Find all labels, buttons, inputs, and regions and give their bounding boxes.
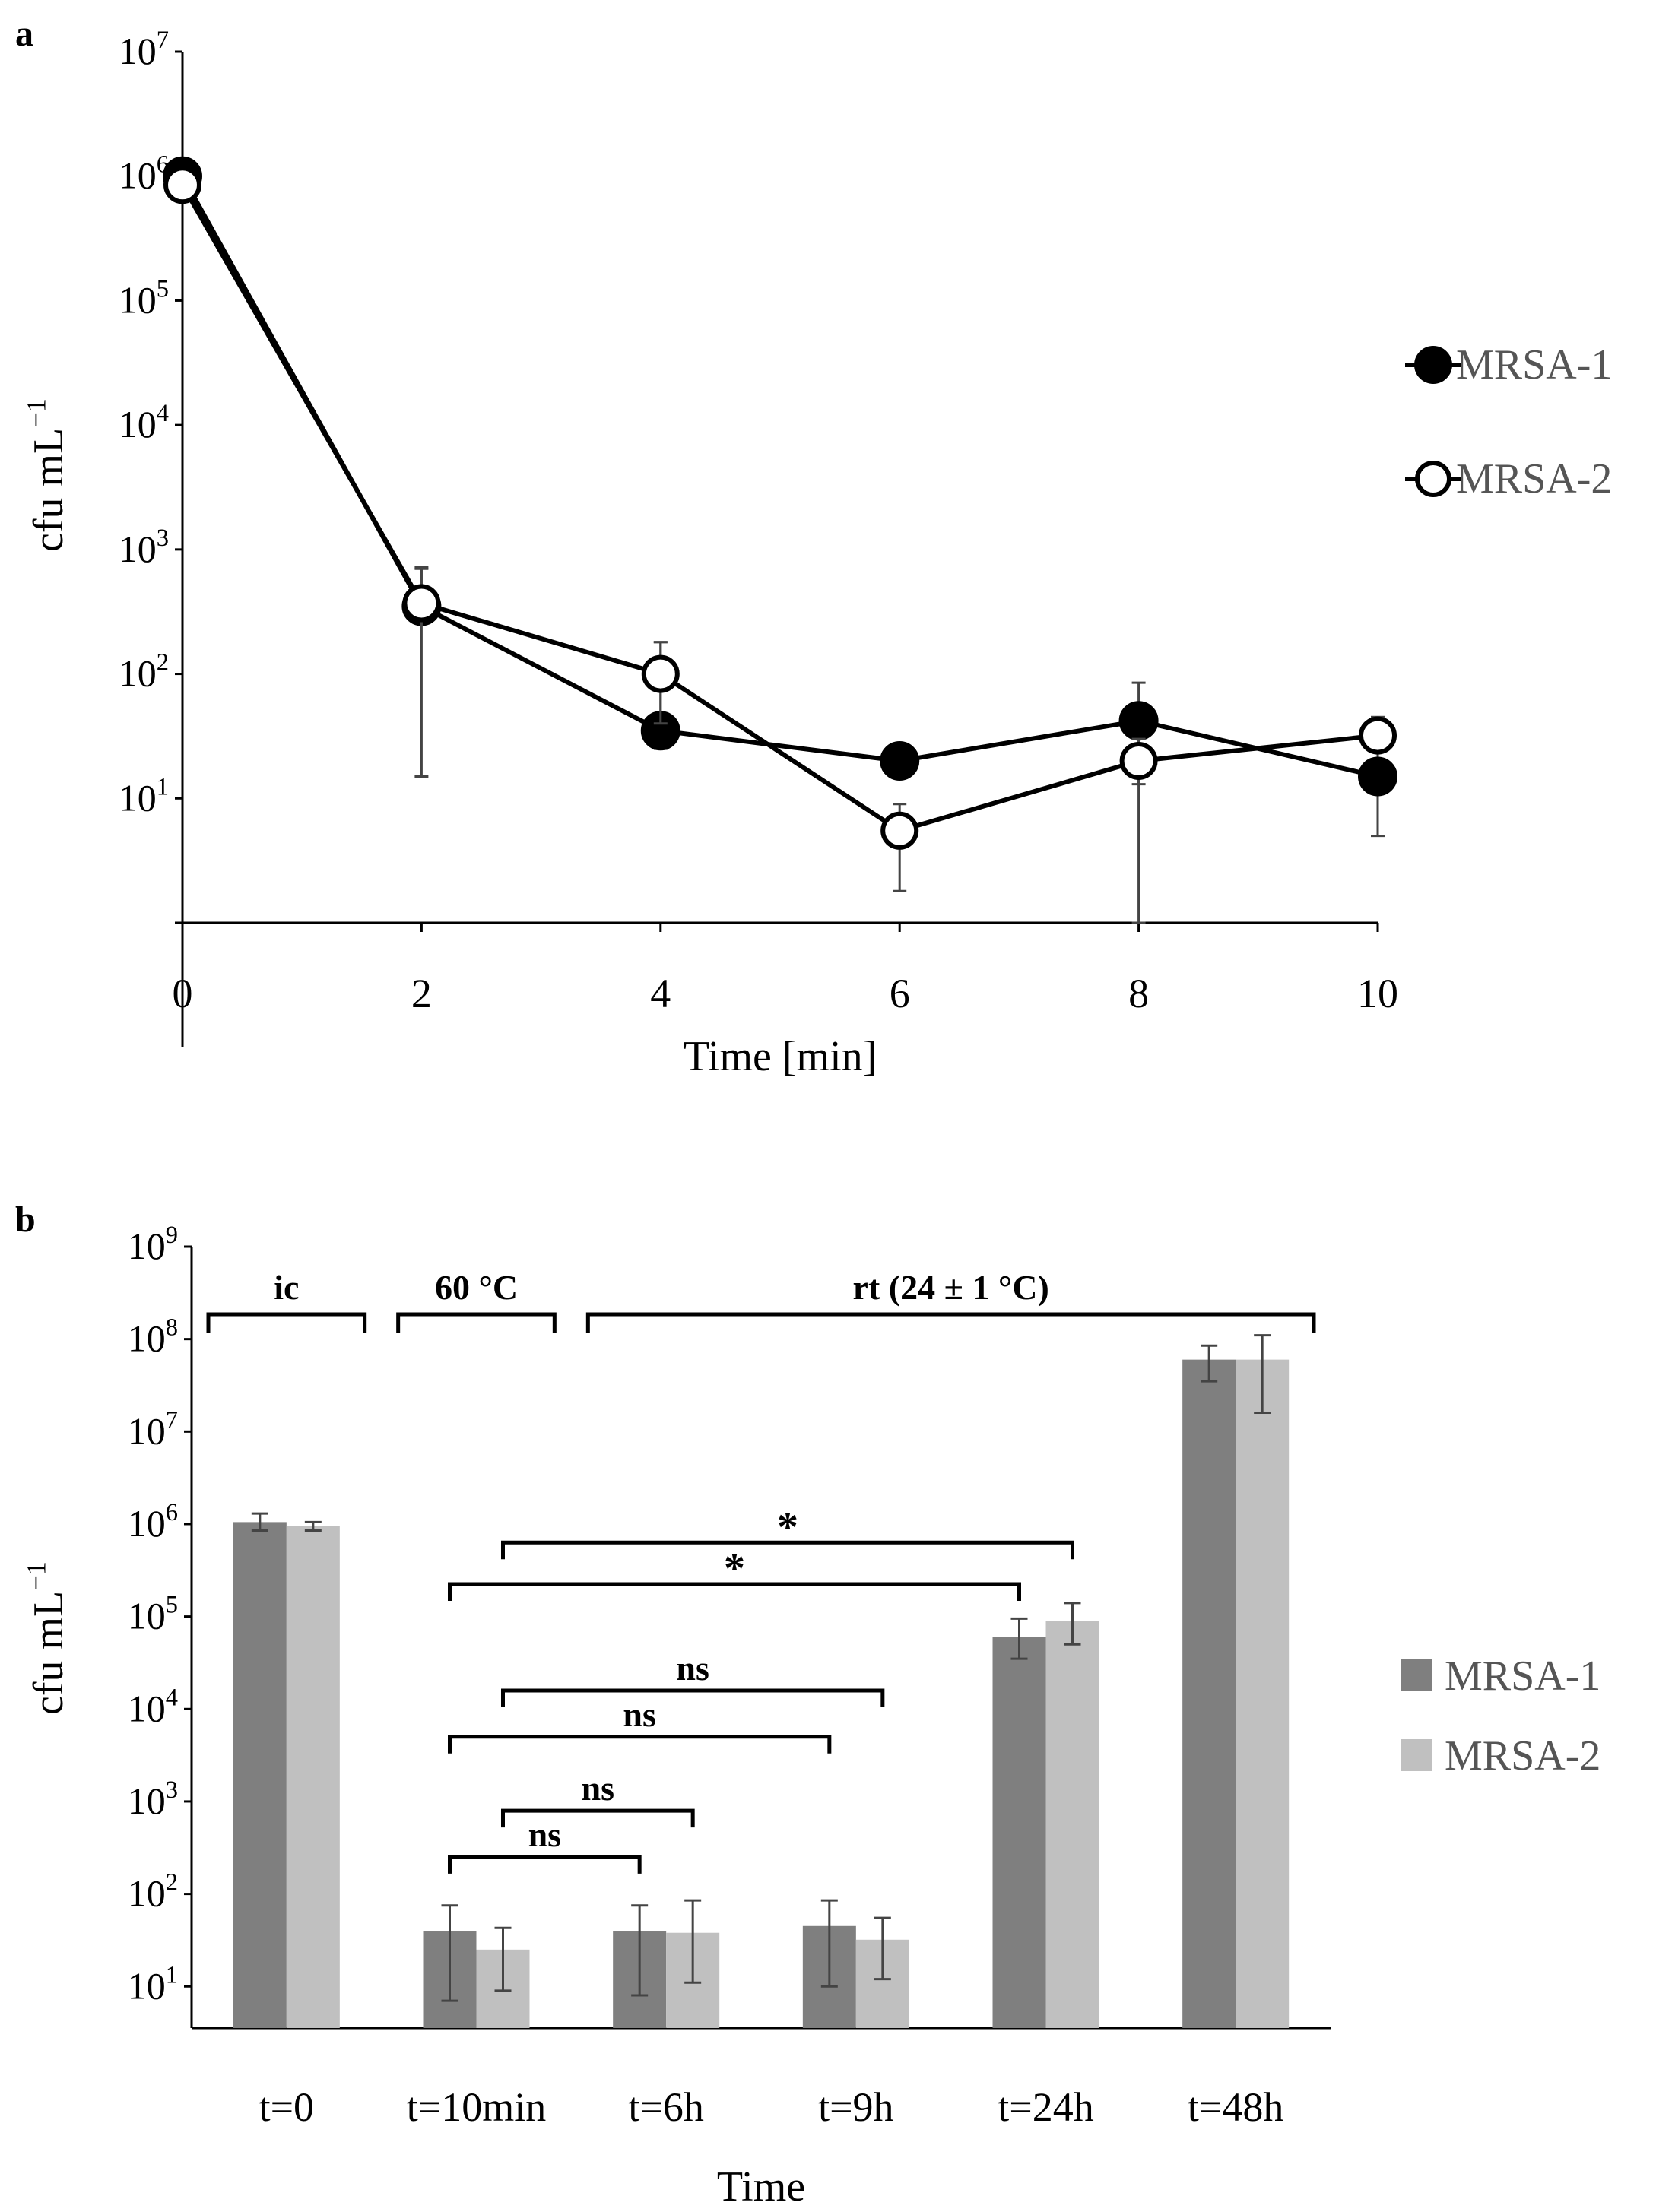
x-tick-label: t=0 [259,2084,314,2130]
bar [1182,1359,1236,2028]
y-tick-label: 104 [119,400,169,445]
bracket-line [585,1312,1316,1333]
significance-bracket: ns [501,1769,695,1828]
y-tick-label: 107 [128,1406,178,1452]
data-point [402,584,441,623]
y-tick-label: 103 [119,524,169,570]
significance-label: ns [528,1815,561,1854]
panel-b-label: b [15,1199,36,1240]
y-tick-label: 106 [119,151,169,197]
x-tick-label: t=10min [407,2084,546,2130]
significance-line [501,1688,885,1707]
x-axis-title: Time [min] [684,1033,877,1080]
bar [1045,1621,1099,2028]
y-tick-label: 105 [128,1592,178,1637]
series-mrsa-1 [163,156,1397,838]
bracket-line [396,1312,557,1333]
series-mrsa-2 [286,1334,1290,2028]
data-point [641,654,680,693]
significance-bracket: ns [448,1815,642,1874]
significance-bracket: * [448,1545,1021,1602]
data-point [1118,701,1159,741]
panel-b-bar-chart: b 101 102 103 104 105 106 107 108 109 t=0 t=10min t… [15,1199,1600,2210]
bracket-label: ic [274,1268,299,1307]
bar [286,1526,340,2028]
legend-marker [1415,461,1451,497]
x-tick-label: 8 [1128,971,1149,1016]
y-tick-label: 105 [119,275,169,321]
y-tick-label: 107 [119,27,169,72]
data-point [163,166,201,204]
data-point [1119,742,1158,781]
x-tick-label: 0 [173,971,193,1016]
panel-a-label: a [15,14,33,54]
legend-swatch [1401,1739,1432,1771]
series-mrsa-2 [163,166,1397,924]
x-tick-label: 6 [890,971,910,1016]
bar [1236,1359,1290,2028]
significance-bracket: * [501,1504,1074,1560]
y-tick-label: 101 [128,1961,178,2007]
condition-bracket: ic [206,1268,367,1333]
bracket-line [206,1312,367,1333]
significance-bracket: ns [501,1649,885,1707]
bar [992,1637,1046,2028]
data-point [1358,756,1397,797]
x-tick-label: t=6h [628,2084,703,2130]
condition-bracket: 60 °C [396,1268,557,1333]
legend-label: MRSA-1 [1456,341,1612,388]
significance-bracket: ns [448,1695,832,1754]
x-axis-title: Time [717,2163,805,2210]
bracket-label: rt (24 ± 1 °C) [853,1268,1049,1307]
significance-line [448,1582,1021,1602]
data-point [880,741,920,781]
legend-label: MRSA-2 [1445,1732,1600,1779]
bar [233,1522,287,2028]
y-tick-label: 106 [128,1499,178,1545]
y-tick-label: 103 [128,1776,178,1822]
x-tick-label: t=24h [998,2084,1093,2130]
legend-label: MRSA-2 [1456,455,1612,502]
series-line [180,183,1378,834]
x-tick-label: 2 [411,971,432,1016]
data-point [880,811,919,850]
legend-swatch [1401,1659,1432,1691]
panel-a-line-chart: a 101 102 103 104 105 106 107 0 2 4 6 8 10 Time [min]… [15,14,1612,1080]
y-tick-label: 101 [119,773,169,819]
legend-marker [1414,346,1452,384]
significance-line [448,1855,642,1874]
x-tick-label: t=48h [1188,2084,1283,2130]
y-axis-title: cfu mL−1 [21,398,72,552]
x-tick-label: t=9h [818,2084,893,2130]
bracket-label: 60 °C [435,1268,518,1307]
condition-bracket: rt (24 ± 1 °C) [585,1268,1316,1333]
significance-label: ns [582,1769,614,1808]
series-line [180,175,1378,779]
y-axis-title: cfu mL−1 [21,1561,72,1715]
y-tick-label: 109 [128,1222,178,1267]
legend-label: MRSA-1 [1445,1653,1600,1700]
significance-label: ns [676,1649,709,1688]
data-point [1359,716,1397,755]
y-tick-label: 102 [128,1869,178,1915]
significance-line [501,1808,695,1828]
significance-line [448,1735,832,1754]
y-tick-label: 102 [119,649,169,695]
series-mrsa-1 [233,1344,1236,2028]
x-tick-label: 4 [650,971,671,1016]
significance-line [501,1540,1074,1560]
significance-label: * [777,1504,798,1551]
significance-label: * [724,1545,745,1592]
significance-label: ns [623,1695,655,1734]
x-tick-label: 10 [1357,971,1398,1016]
y-tick-label: 108 [128,1314,178,1360]
y-tick-label: 104 [128,1684,178,1729]
